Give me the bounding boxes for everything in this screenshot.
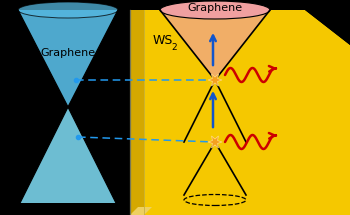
Polygon shape xyxy=(208,74,222,86)
Polygon shape xyxy=(160,10,270,80)
Text: Graphene: Graphene xyxy=(41,48,96,58)
Polygon shape xyxy=(18,10,118,107)
Ellipse shape xyxy=(160,1,270,19)
Text: Graphene: Graphene xyxy=(188,3,243,13)
Polygon shape xyxy=(215,0,350,45)
Polygon shape xyxy=(20,107,116,203)
Text: 2: 2 xyxy=(171,43,177,52)
Polygon shape xyxy=(130,10,144,215)
Text: WS: WS xyxy=(153,34,173,46)
Polygon shape xyxy=(130,10,350,215)
Polygon shape xyxy=(208,136,222,148)
Ellipse shape xyxy=(18,2,118,18)
Polygon shape xyxy=(130,207,152,215)
